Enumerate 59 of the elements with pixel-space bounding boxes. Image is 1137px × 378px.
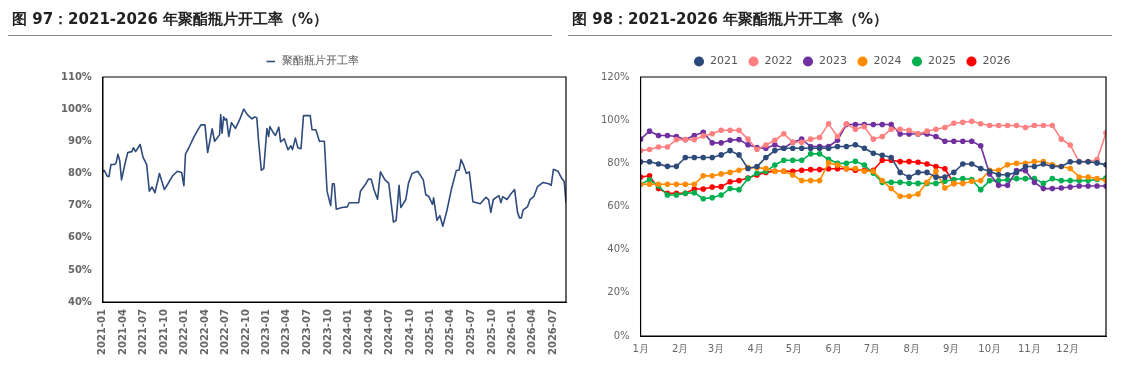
x-tick-label: 2023-07 (300, 309, 312, 356)
x-tick-label: 2026-07 (546, 309, 558, 356)
x-tick-label: 2024-10 (403, 309, 415, 356)
x-tick-label: 2025-10 (485, 309, 497, 356)
x-tick-label: 2023-10 (321, 309, 333, 356)
y-tick-label: 100% (60, 102, 92, 114)
x-tick-label: 2021-10 (157, 309, 169, 356)
legend-label: 2026 (982, 54, 1011, 68)
x-tick-label: 4月 (747, 342, 764, 354)
x-tick-label: 2025-01 (424, 309, 436, 356)
legend-label: 2023 (819, 54, 848, 68)
y-tick-label: 70% (67, 199, 92, 211)
y-tick-label: 0% (613, 329, 630, 341)
chart-title: 图 98：2021-2026 年聚酯瓶片开工率（%） (568, 8, 1112, 36)
x-tick-label: 2022-04 (198, 309, 210, 356)
x-tick-label: 12月 (1056, 342, 1080, 354)
x-tick-label: 2021-07 (137, 309, 149, 356)
y-tick-label: 80% (67, 167, 92, 179)
x-tick-label: 2023-01 (260, 309, 272, 356)
x-tick-label: 2026-04 (526, 309, 538, 356)
x-tick-label: 11月 (1017, 342, 1041, 354)
x-tick-label: 6月 (825, 342, 842, 354)
y-tick-label: 40% (67, 295, 92, 307)
x-tick-label: 3月 (707, 342, 725, 354)
x-tick-label: 10月 (978, 342, 1002, 354)
x-tick-label: 2025-04 (444, 309, 456, 356)
y-tick-label: 40% (607, 243, 630, 255)
x-tick-label: 2024-07 (383, 309, 395, 356)
y-tick-label: 110% (60, 70, 92, 82)
legend-label: 2022 (764, 54, 793, 68)
x-tick-label: 2021-01 (96, 309, 108, 356)
x-tick-label: 2026-01 (506, 309, 518, 356)
x-tick-label: 9月 (943, 342, 960, 354)
legend-label: 聚酯瓶片开工率 (281, 54, 359, 68)
x-tick-label: 2024-01 (342, 309, 354, 356)
y-tick-label: 80% (607, 156, 630, 168)
y-tick-label: 90% (67, 134, 92, 146)
legend-label: 2021 (710, 54, 739, 68)
chart-title: 图 97：2021-2026 年聚酯瓶片开工率（%） (8, 8, 552, 36)
x-tick-label: 2023-04 (280, 309, 292, 356)
x-tick-label: 8月 (903, 342, 920, 354)
x-tick-label: 2月 (672, 342, 689, 354)
x-tick-label: 5月 (785, 342, 803, 354)
y-tick-label: 60% (67, 231, 92, 243)
x-tick-label: 2024-04 (362, 309, 374, 356)
legend-label: 2025 (927, 54, 956, 68)
y-tick-label: 50% (67, 263, 92, 275)
legend-label: 2024 (873, 54, 902, 68)
x-tick-label: 2022-10 (239, 309, 251, 356)
x-tick-label: 2025-07 (464, 309, 476, 356)
x-tick-label: 1月 (632, 342, 649, 354)
y-tick-label: 20% (607, 286, 630, 298)
y-tick-label: 100% (601, 113, 630, 125)
x-tick-label: 7月 (863, 342, 881, 354)
x-tick-label: 2022-01 (178, 309, 190, 356)
x-tick-label: 2022-07 (219, 309, 230, 356)
x-tick-label: 2021-04 (116, 309, 128, 356)
y-tick-label: 60% (607, 200, 630, 212)
y-tick-label: 120% (601, 70, 630, 82)
